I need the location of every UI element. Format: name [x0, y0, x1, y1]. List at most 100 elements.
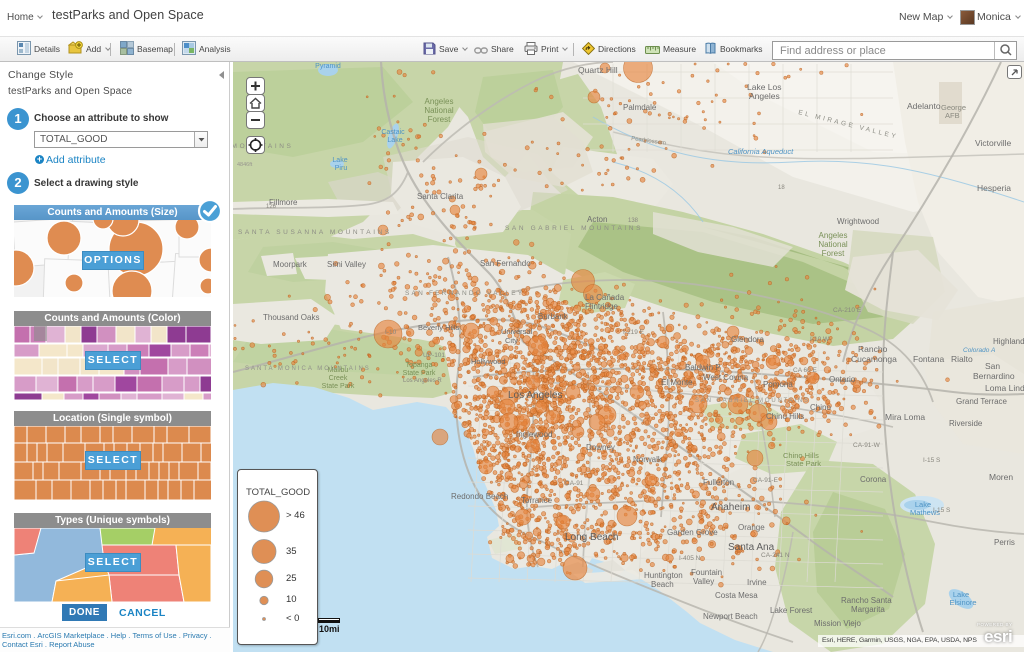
- svg-text:Margarita: Margarita: [851, 605, 885, 614]
- svg-text:Valley: Valley: [693, 577, 714, 586]
- svg-text:Highland: Highland: [993, 337, 1024, 346]
- svg-text:I-10 W: I-10 W: [810, 336, 830, 343]
- svg-text:Topanga: Topanga: [406, 362, 433, 369]
- svg-text:Castaic: Castaic: [381, 129, 405, 136]
- svg-text:National: National: [818, 240, 848, 249]
- svg-text:State Park: State Park: [403, 370, 436, 377]
- svg-text:138: 138: [628, 218, 639, 224]
- svg-text:Mission Viejo: Mission Viejo: [814, 619, 862, 628]
- svg-text:CA-91-W: CA-91-W: [853, 442, 881, 449]
- svg-text:SAN GABRIEL MOUNTAINS: SAN GABRIEL MOUNTAINS: [505, 225, 643, 232]
- svg-text:San Fernando: San Fernando: [480, 259, 531, 268]
- svg-text:Inglewood: Inglewood: [516, 430, 552, 439]
- svg-text:National: National: [424, 106, 454, 115]
- svg-text:San: San: [985, 361, 1000, 371]
- svg-text:CA-91-E: CA-91-E: [753, 477, 779, 484]
- svg-text:Moren: Moren: [989, 472, 1013, 482]
- svg-text:Corona: Corona: [860, 475, 887, 484]
- svg-text:Lake: Lake: [332, 157, 347, 164]
- svg-text:Los Angeles: Los Angeles: [508, 390, 563, 401]
- svg-text:Elsinore: Elsinore: [949, 598, 976, 607]
- svg-text:Loma Linda: Loma Linda: [985, 383, 1024, 393]
- svg-text:CA-91: CA-91: [565, 480, 584, 487]
- svg-text:SANTA MONICA MOUNTAINS: SANTA MONICA MOUNTAINS: [245, 366, 371, 372]
- svg-text:18: 18: [778, 185, 785, 191]
- svg-text:SANTA SUSANNA MOUNTAINS: SANTA SUSANNA MOUNTAINS: [238, 229, 392, 236]
- svg-text:I-15 S: I-15 S: [923, 457, 941, 464]
- svg-text:SAN GABRIEL MOUNTAINS: SAN GABRIEL MOUNTAINS: [695, 398, 810, 404]
- svg-text:Santa Clarita: Santa Clarita: [417, 192, 464, 201]
- svg-text:State Park: State Park: [322, 383, 355, 390]
- svg-text:Acton: Acton: [587, 215, 607, 224]
- svg-text:4846ft: 4846ft: [237, 162, 253, 168]
- svg-text:Newport Beach: Newport Beach: [703, 612, 758, 621]
- svg-text:Adelanto: Adelanto: [907, 101, 941, 111]
- svg-text:Beverly Hills: Beverly Hills: [418, 323, 460, 332]
- svg-text:Wrightwood: Wrightwood: [837, 217, 879, 226]
- svg-text:Norwalk: Norwalk: [633, 455, 663, 464]
- svg-text:Thousand Oaks: Thousand Oaks: [263, 313, 319, 322]
- svg-text:Los Angeles R: Los Angeles R: [403, 378, 442, 384]
- svg-text:AFB: AFB: [945, 111, 960, 120]
- svg-text:Long Beach: Long Beach: [565, 532, 618, 543]
- svg-text:Quartz Hill: Quartz Hill: [578, 65, 618, 75]
- svg-text:Creek: Creek: [329, 375, 348, 382]
- svg-text:Burbank: Burbank: [538, 312, 569, 321]
- svg-text:Riverside: Riverside: [949, 419, 983, 428]
- svg-text:I-10: I-10: [385, 329, 397, 336]
- svg-text:Angeles: Angeles: [819, 231, 848, 240]
- svg-text:I-219 E: I-219 E: [623, 329, 645, 336]
- svg-text:Flintridge: Flintridge: [585, 302, 618, 311]
- svg-text:West Covina: West Covina: [703, 373, 749, 382]
- svg-text:Pyramid: Pyramid: [315, 63, 341, 70]
- svg-text:Grand Terrace: Grand Terrace: [956, 397, 1008, 406]
- svg-text:Baldwin P: Baldwin P: [685, 363, 721, 372]
- svg-text:Palmdale: Palmdale: [623, 103, 657, 112]
- svg-text:126: 126: [266, 204, 277, 210]
- svg-text:CA-210 E: CA-210 E: [833, 307, 862, 314]
- svg-text:Redondo Beach: Redondo Beach: [451, 492, 508, 501]
- svg-text:Orange: Orange: [738, 523, 765, 532]
- svg-text:UP-101: UP-101: [423, 352, 445, 359]
- svg-text:Fullerton: Fullerton: [703, 478, 734, 487]
- svg-text:Universal: Universal: [501, 327, 533, 336]
- svg-text:City: City: [505, 336, 518, 345]
- svg-text:Glendora: Glendora: [731, 335, 764, 344]
- svg-text:Fountain: Fountain: [691, 568, 722, 577]
- svg-text:Rancho: Rancho: [858, 344, 888, 354]
- svg-text:Angeles: Angeles: [749, 91, 780, 101]
- svg-text:Simi Valley: Simi Valley: [327, 260, 366, 269]
- svg-text:Hesperia: Hesperia: [977, 183, 1011, 193]
- svg-text:Forest: Forest: [822, 249, 845, 258]
- svg-text:Huntington: Huntington: [644, 571, 683, 580]
- svg-text:Cucamonga: Cucamonga: [851, 354, 897, 364]
- svg-text:SAN FERNANDO VALLEY: SAN FERNANDO VALLEY: [405, 290, 524, 297]
- svg-text:Bernardino: Bernardino: [973, 371, 1015, 381]
- svg-text:Rialto: Rialto: [951, 354, 973, 364]
- svg-text:Piru: Piru: [335, 165, 348, 172]
- svg-text:Victorville: Victorville: [975, 138, 1011, 148]
- svg-text:I-15 S: I-15 S: [933, 507, 951, 514]
- svg-text:Lake: Lake: [387, 137, 402, 144]
- svg-text:CA-241 N: CA-241 N: [761, 552, 790, 559]
- svg-text:Colorado A: Colorado A: [963, 347, 995, 354]
- svg-text:Rancho Santa: Rancho Santa: [841, 596, 892, 605]
- svg-text:Beach: Beach: [651, 580, 674, 589]
- svg-text:Irvine: Irvine: [747, 578, 767, 587]
- svg-text:Chino Hills: Chino Hills: [766, 412, 804, 421]
- svg-text:Chino: Chino: [810, 403, 831, 412]
- svg-text:Mira Loma: Mira Loma: [885, 412, 925, 422]
- svg-text:El Monte: El Monte: [661, 378, 693, 387]
- svg-text:Angeles: Angeles: [425, 97, 454, 106]
- svg-text:Costa Mesa: Costa Mesa: [715, 591, 758, 600]
- svg-text:California Aqueduct: California Aqueduct: [728, 147, 794, 156]
- svg-text:Moorpark: Moorpark: [273, 260, 308, 269]
- svg-text:CA 60 E: CA 60 E: [793, 367, 818, 374]
- svg-text:La Cañada: La Cañada: [585, 293, 625, 302]
- svg-text:I-405 N: I-405 N: [679, 555, 701, 562]
- svg-text:Garden Grove: Garden Grove: [667, 528, 718, 537]
- svg-text:Pomona: Pomona: [763, 380, 793, 389]
- svg-text:Downey: Downey: [586, 443, 615, 452]
- svg-text:Lake Forest: Lake Forest: [770, 606, 813, 615]
- svg-text:Forest: Forest: [428, 115, 451, 124]
